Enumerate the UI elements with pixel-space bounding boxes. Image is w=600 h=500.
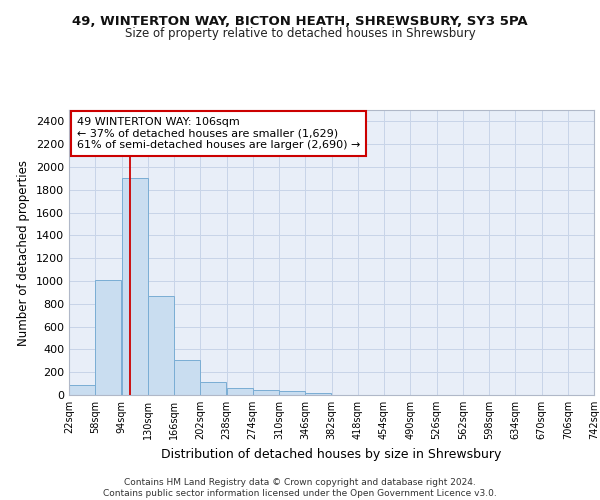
Text: Contains HM Land Registry data © Crown copyright and database right 2024.
Contai: Contains HM Land Registry data © Crown c… [103,478,497,498]
Bar [227,388,253,395]
X-axis label: Distribution of detached houses by size in Shrewsbury: Distribution of detached houses by size … [161,448,502,460]
Text: 49, WINTERTON WAY, BICTON HEATH, SHREWSBURY, SY3 5PA: 49, WINTERTON WAY, BICTON HEATH, SHREWSB… [72,15,528,28]
Bar [200,382,226,395]
Bar [305,392,331,395]
Bar [253,390,279,395]
Bar [95,280,121,395]
Text: 49 WINTERTON WAY: 106sqm
← 37% of detached houses are smaller (1,629)
61% of sem: 49 WINTERTON WAY: 106sqm ← 37% of detach… [77,117,361,150]
Y-axis label: Number of detached properties: Number of detached properties [17,160,31,346]
Bar [69,384,95,395]
Bar [279,391,305,395]
Text: Size of property relative to detached houses in Shrewsbury: Size of property relative to detached ho… [125,28,475,40]
Bar [174,360,200,395]
Bar [148,296,174,395]
Bar [122,178,148,395]
